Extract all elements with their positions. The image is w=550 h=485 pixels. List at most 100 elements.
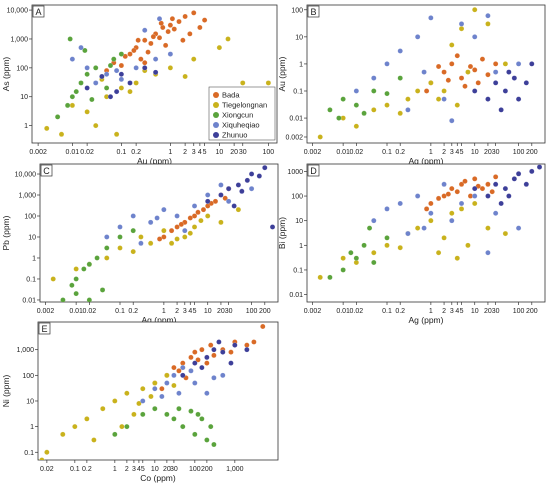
data-point-tiegelongnan [458,206,465,212]
data-point-zhunuo [218,192,224,198]
data-point-zhunuo [107,94,114,100]
data-point-xiquheqiao [153,56,159,62]
data-point-xiquheqiao [515,61,522,67]
x-axis-label: Au (ppm) [137,156,172,166]
x-tick-label: 30 [492,149,500,156]
y-tick-label: 10,000 [15,172,37,179]
data-point-zhunuo [244,347,250,353]
panel-letter: E [41,324,47,334]
data-point-zhunuo [506,193,512,199]
data-point-bada [180,360,186,366]
data-point-xiongcun [176,406,182,412]
y-tick-label: 1000 [287,169,303,176]
x-tick-label: 20 [484,308,492,315]
x-tick-label: 30 [170,466,178,473]
data-point-xiquheqiao [174,213,180,219]
x-tick-label: 1 [429,308,433,315]
data-point-tiegelongnan [384,102,390,108]
data-point-tiegelongnan [84,416,90,422]
legend-label-bada: Bada [222,91,240,100]
data-point-bada [168,228,175,234]
data-point-bada [192,349,198,355]
data-point-tiegelongnan [218,219,224,225]
x-tick-label: 0.1 [70,466,80,473]
data-point-zhunuo [226,186,232,192]
data-point-tiegelongnan [91,437,97,443]
data-point-tiegelongnan [371,107,377,113]
x-tick-label: 5 [193,308,197,315]
legend-box [208,86,276,141]
data-point-bada [424,206,430,212]
data-point-xiquheqiao [204,390,210,396]
data-point-xiongcun [140,411,146,417]
data-point-tiegelongnan [428,218,434,224]
x-tick-label: 10 [151,466,159,473]
data-point-xiquheqiao [397,48,403,54]
data-point-xiongcun [353,255,359,261]
data-point-zhunuo [235,182,241,188]
data-point-xiquheqiao [428,15,434,21]
data-point-bada [118,62,124,69]
panel-letter: A [35,7,41,17]
x-tick-label: 4 [455,149,459,156]
x-axis-label: Ag (ppm) [142,315,177,325]
data-point-xiongcun [340,96,346,102]
data-point-zhunuo [515,171,522,177]
data-point-tiegelongnan [161,228,167,234]
data-point-bada [435,63,442,70]
data-point-xiquheqiao [133,65,139,71]
data-point-zhunuo [472,88,478,94]
data-point-xiquheqiao [458,21,465,27]
x-tick-label: 0.2 [395,149,405,156]
data-point-tiegelongnan [454,102,460,108]
data-point-bada [174,224,180,230]
x-tick-label: 20 [163,466,171,473]
data-points [317,7,535,140]
data-point-zhunuo [220,349,226,355]
x-tick-label: 2 [442,149,446,156]
data-point-tiegelongnan [465,69,471,75]
data-point-xiongcun [171,416,177,422]
data-point-bada [176,368,182,374]
data-point-xiongcun [93,65,99,71]
data-point-tiegelongnan [167,65,173,71]
data-point-xiongcun [130,228,136,234]
data-point-bada [458,75,465,81]
data-point-zhunuo [498,107,504,113]
data-point-xiquheqiao [220,372,226,378]
data-point-bada [187,215,193,221]
data-point-tiegelongnan [428,80,434,86]
data-point-zhunuo [153,69,159,75]
data-point-tiegelongnan [133,80,139,86]
chart-panel-c: 0.002 0.01 0.02 0.1 0.2 1 2 3 4 5 10 20 30 100 2000.01… [1,163,279,325]
x-tick-label: 2 [183,149,187,156]
data-point-xiquheqiao [515,225,522,231]
data-point-tiegelongnan [449,42,455,48]
data-point-tiegelongnan [191,224,198,230]
data-point-bada [204,360,210,366]
data-point-tiegelongnan [458,26,465,32]
x-tick-label: 30 [239,149,247,156]
data-point-bada [441,69,447,75]
data-point-bada [208,342,214,348]
x-tick-label: 3 [192,149,196,156]
x-tick-label: 0.2 [131,149,141,156]
y-axis-label: As (ppm) [1,57,11,92]
data-point-bada [159,386,165,392]
data-point-xiquheqiao [118,76,124,82]
data-point-tiegelongnan [112,398,118,404]
data-point-tiegelongnan [140,386,146,392]
y-tick-label: 10 [20,94,28,101]
y-tick-label: 0.1 [293,267,303,274]
data-point-tiegelongnan [93,123,99,129]
data-point-bada [138,56,144,62]
data-point-bada [441,193,447,199]
data-point-xiquheqiao [117,224,123,230]
data-point-zhunuo [472,186,478,192]
data-point-zhunuo [523,80,529,86]
data-point-xiongcun [208,424,214,430]
legend-marker-xiongcun [213,112,219,118]
x-tick-label: 1 [162,308,166,315]
data-point-xiongcun [397,75,403,81]
data-point-xiquheqiao [441,181,447,187]
